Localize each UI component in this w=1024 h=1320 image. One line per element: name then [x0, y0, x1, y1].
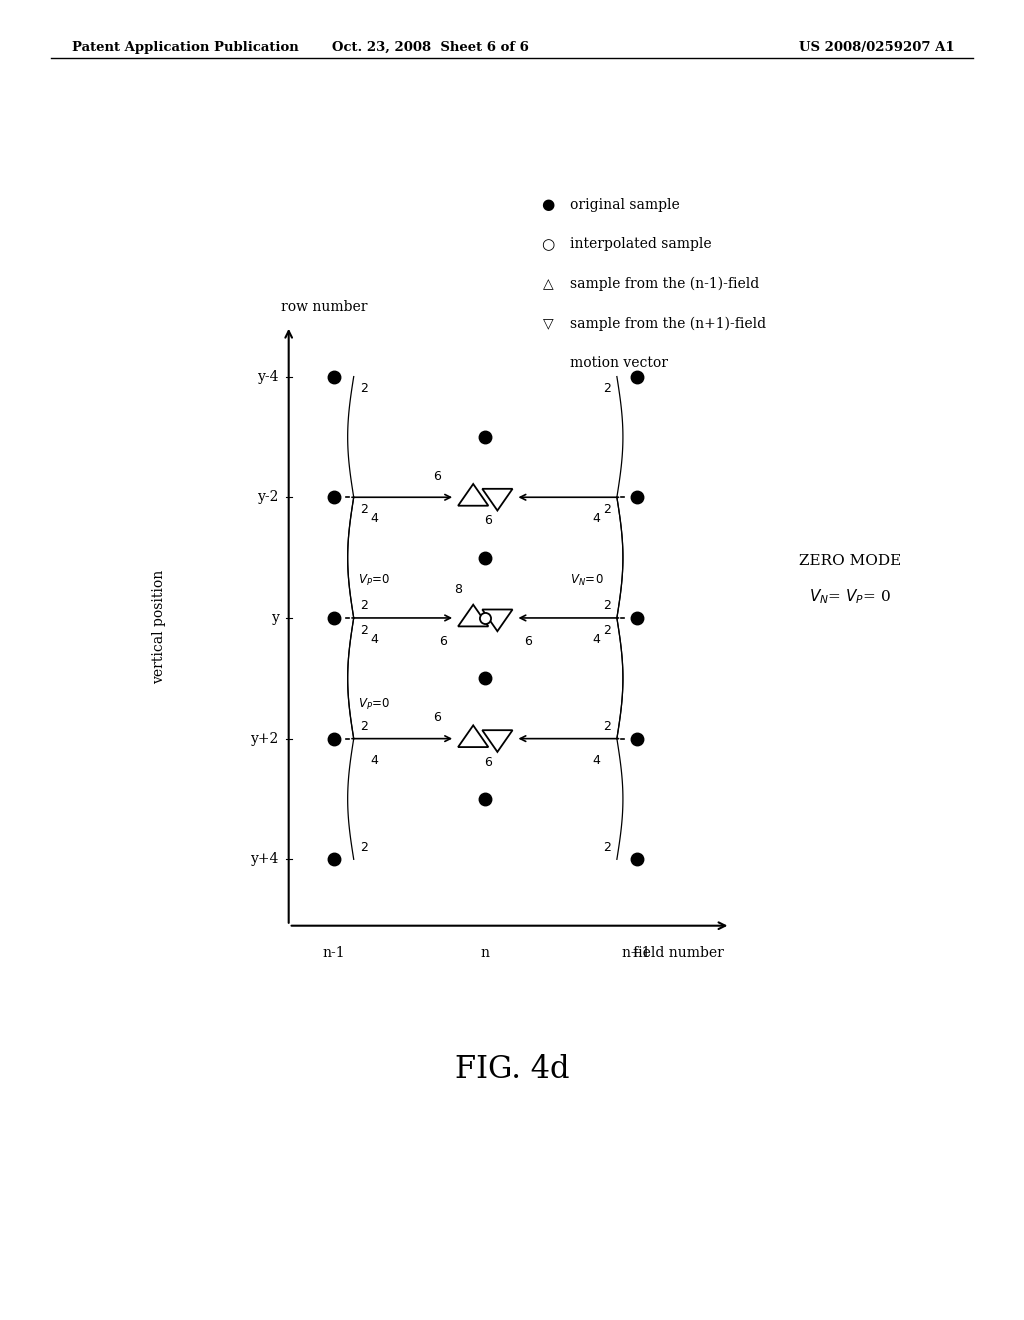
Text: 6: 6	[439, 635, 446, 648]
Text: n+1: n+1	[622, 946, 651, 960]
Text: 6: 6	[484, 515, 493, 527]
Text: 2: 2	[359, 599, 368, 612]
Text: ○: ○	[542, 236, 554, 252]
Text: FIG. 4d: FIG. 4d	[455, 1053, 569, 1085]
Text: ZERO MODE: ZERO MODE	[799, 554, 901, 568]
Text: sample from the (n+1)-field: sample from the (n+1)-field	[570, 317, 767, 330]
Text: y: y	[271, 611, 280, 624]
Text: 2: 2	[359, 503, 368, 516]
Text: △: △	[543, 277, 553, 290]
Text: 2: 2	[359, 383, 368, 395]
Text: $V_N\!=\!0$: $V_N\!=\!0$	[570, 573, 604, 587]
Text: ▽: ▽	[543, 317, 553, 330]
Text: $V_P\!=\!0$: $V_P\!=\!0$	[358, 697, 391, 711]
Text: 2: 2	[603, 623, 611, 636]
Text: interpolated sample: interpolated sample	[570, 238, 712, 251]
Text: 2: 2	[603, 841, 611, 854]
Text: n-1: n-1	[323, 946, 345, 960]
Text: y+2: y+2	[251, 731, 280, 746]
Text: 6: 6	[523, 635, 531, 648]
Text: 2: 2	[603, 383, 611, 395]
Text: 2: 2	[359, 721, 368, 733]
Text: vertical position: vertical position	[152, 570, 166, 684]
Text: 2: 2	[359, 841, 368, 854]
Text: 2: 2	[603, 721, 611, 733]
Text: y-2: y-2	[258, 490, 280, 504]
Text: 6: 6	[484, 755, 493, 768]
Text: 4: 4	[592, 634, 600, 647]
Text: sample from the (n-1)-field: sample from the (n-1)-field	[570, 277, 760, 290]
Text: 4: 4	[592, 754, 600, 767]
Text: y+4: y+4	[251, 853, 280, 866]
Text: n: n	[481, 946, 489, 960]
Text: 4: 4	[592, 512, 600, 525]
Text: 6: 6	[433, 470, 441, 483]
Text: Patent Application Publication: Patent Application Publication	[72, 41, 298, 54]
Text: US 2008/0259207 A1: US 2008/0259207 A1	[799, 41, 954, 54]
Text: y-4: y-4	[258, 370, 280, 384]
Text: 8: 8	[454, 583, 462, 597]
Text: Oct. 23, 2008  Sheet 6 of 6: Oct. 23, 2008 Sheet 6 of 6	[332, 41, 528, 54]
Text: 4: 4	[371, 634, 378, 647]
Text: ●: ●	[542, 197, 554, 213]
Text: original sample: original sample	[570, 198, 680, 211]
Text: 2: 2	[359, 623, 368, 636]
Text: 6: 6	[433, 711, 441, 725]
Text: row number: row number	[282, 300, 368, 314]
Text: motion vector: motion vector	[570, 356, 669, 370]
Text: 4: 4	[371, 754, 378, 767]
Text: 4: 4	[371, 512, 378, 525]
Text: field number: field number	[634, 946, 724, 960]
Text: 2: 2	[603, 503, 611, 516]
Text: $V_P\!=\!0$: $V_P\!=\!0$	[358, 573, 391, 587]
Text: $V_N$= $V_P$= 0: $V_N$= $V_P$= 0	[809, 587, 891, 606]
Text: 2: 2	[603, 599, 611, 612]
